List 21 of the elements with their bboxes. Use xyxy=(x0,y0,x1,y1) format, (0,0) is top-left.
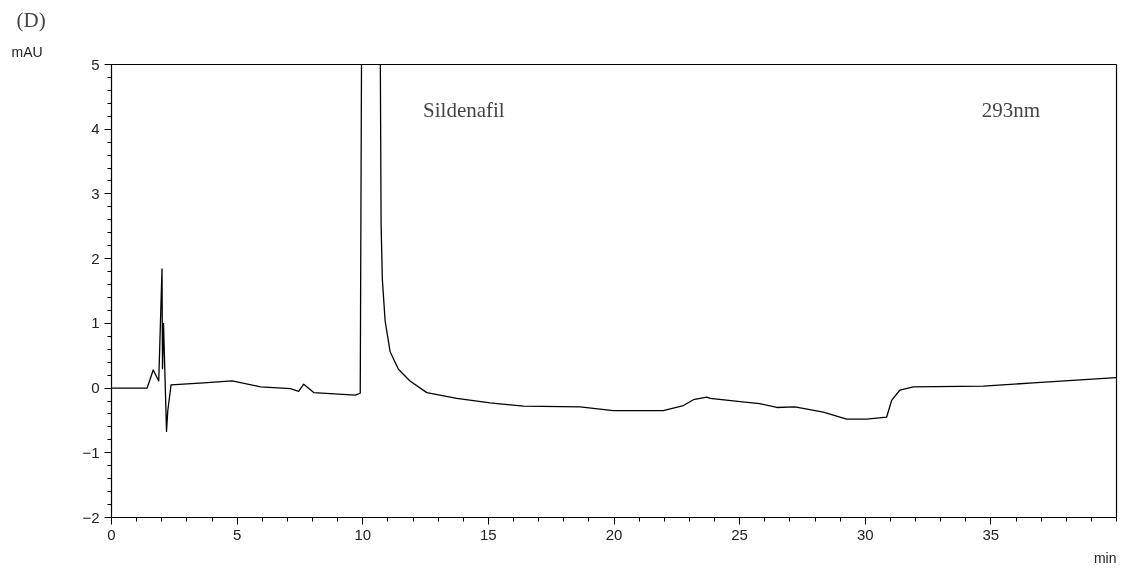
x-tick-label: 10 xyxy=(354,525,372,543)
x-tick-label: 15 xyxy=(480,525,497,543)
x-tick-label: 5 xyxy=(232,525,242,543)
y-tick-label: 3 xyxy=(91,184,100,202)
y-tick-label: 0 xyxy=(91,379,100,397)
x-tick-label: 20 xyxy=(605,525,623,543)
chart-title: (D) xyxy=(16,7,46,32)
y-tick-label: 4 xyxy=(91,120,100,138)
x-tick-label: 0 xyxy=(107,525,116,543)
x-tick-label: 30 xyxy=(856,525,874,543)
y-tick-label: −1 xyxy=(82,443,100,461)
x-tick-label: 25 xyxy=(731,525,748,543)
y-tick-label: 5 xyxy=(91,55,100,73)
y-tick-label: 2 xyxy=(91,249,100,267)
y-tick-label: −2 xyxy=(82,508,100,526)
x-tick-label: 35 xyxy=(982,525,1000,543)
y-tick-label: 1 xyxy=(91,314,100,332)
annotation: 293nm xyxy=(981,97,1041,122)
y-axis-title: mAU xyxy=(11,43,43,60)
x-axis-title: min xyxy=(1093,549,1117,566)
annotation: Sildenafil xyxy=(423,97,505,122)
